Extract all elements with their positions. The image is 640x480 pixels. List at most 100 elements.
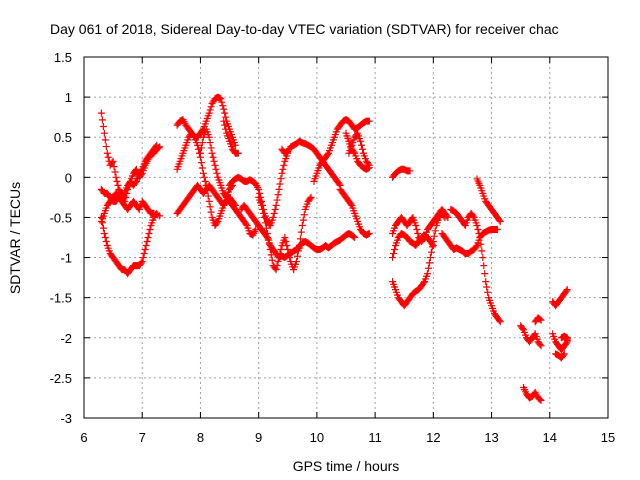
data-point [197,144,205,152]
data-point [306,195,314,203]
data-point [260,209,268,217]
tick-marks [83,56,609,419]
data-point [207,103,215,111]
series-arc29 [549,286,571,310]
data-point [274,258,282,266]
data-point [300,211,308,219]
data-point [114,181,122,189]
data-point [347,200,355,208]
data-point [357,137,365,145]
data-marks [97,93,571,404]
data-point [210,157,218,165]
data-point [431,227,439,235]
data-point [102,143,110,151]
data-point [260,213,268,221]
series-arc4 [97,209,161,278]
data-point [351,234,359,241]
data-point [350,148,358,156]
data-point [420,279,428,287]
data-point [198,164,206,172]
data-point [267,251,275,259]
data-point [275,185,283,193]
data-point [293,252,301,260]
data-point [213,219,221,227]
series-arc10 [226,149,292,229]
data-point [557,334,565,342]
data-point [277,175,285,183]
y-tick-label: -2 [60,331,72,346]
data-point [220,105,228,113]
data-point [108,159,116,167]
x-tick-label: 13 [484,430,498,445]
data-point [484,288,492,296]
data-point [222,113,230,121]
data-point [131,179,139,187]
data-point [536,340,544,348]
data-point [100,129,108,137]
data-point [475,229,483,237]
data-point [406,167,414,175]
data-point [358,145,366,153]
data-point [324,151,332,159]
data-point [196,149,204,157]
x-tick-label: 9 [255,430,262,445]
data-point [413,225,421,233]
data-point [190,132,198,140]
data-point [297,228,305,236]
data-point [477,240,485,248]
data-point [206,139,214,147]
x-tick-label: 12 [426,430,440,445]
data-point [286,254,294,262]
x-tick-labels: 6 7 8 9 10 11 12 13 14 15 [80,430,615,445]
series-arc12 [255,193,315,274]
data-point [207,208,215,216]
series-arc9 [220,117,242,157]
data-point [282,238,290,246]
data-point [273,196,281,204]
data-point [117,188,125,196]
data-point [476,234,484,241]
data-point [271,205,279,213]
y-tick-label: -1.5 [50,291,72,306]
y-axis-label: SDTVAR / TECUs [7,182,23,294]
grid [84,57,608,418]
data-point [152,211,160,219]
data-point [364,160,372,168]
x-tick-label: 15 [601,430,615,445]
series-arc30 [549,330,571,354]
data-point [153,209,161,217]
data-point [197,159,205,167]
data-point [274,191,282,199]
data-point [142,242,150,250]
y-tick-label: 1.5 [54,50,72,65]
data-point [98,219,106,227]
data-point [424,264,432,272]
data-point [221,109,229,117]
series-arc16 [336,185,373,239]
y-tick-label: -3 [60,411,72,426]
data-point [205,197,213,205]
data-point [99,123,107,131]
data-point [493,225,501,233]
data-point [296,235,304,243]
data-point [222,125,230,133]
chart-title: Day 061 of 2018, Sidereal Day-to-day VTE… [50,21,559,37]
data-point [270,209,278,217]
data-point [101,136,109,144]
data-point [537,316,545,324]
data-point [536,315,544,323]
data-point [536,396,544,404]
data-point [294,247,302,255]
series-arc15 [310,116,373,185]
data-point [206,106,214,114]
data-point [519,324,527,332]
data-point [211,161,219,169]
data-point [473,221,481,229]
x-tick-label: 10 [310,430,324,445]
data-point [560,350,568,358]
data-point [242,220,250,228]
data-point [109,157,117,165]
data-point [335,180,343,188]
series-arc6 [173,129,236,229]
data-point [537,342,545,350]
